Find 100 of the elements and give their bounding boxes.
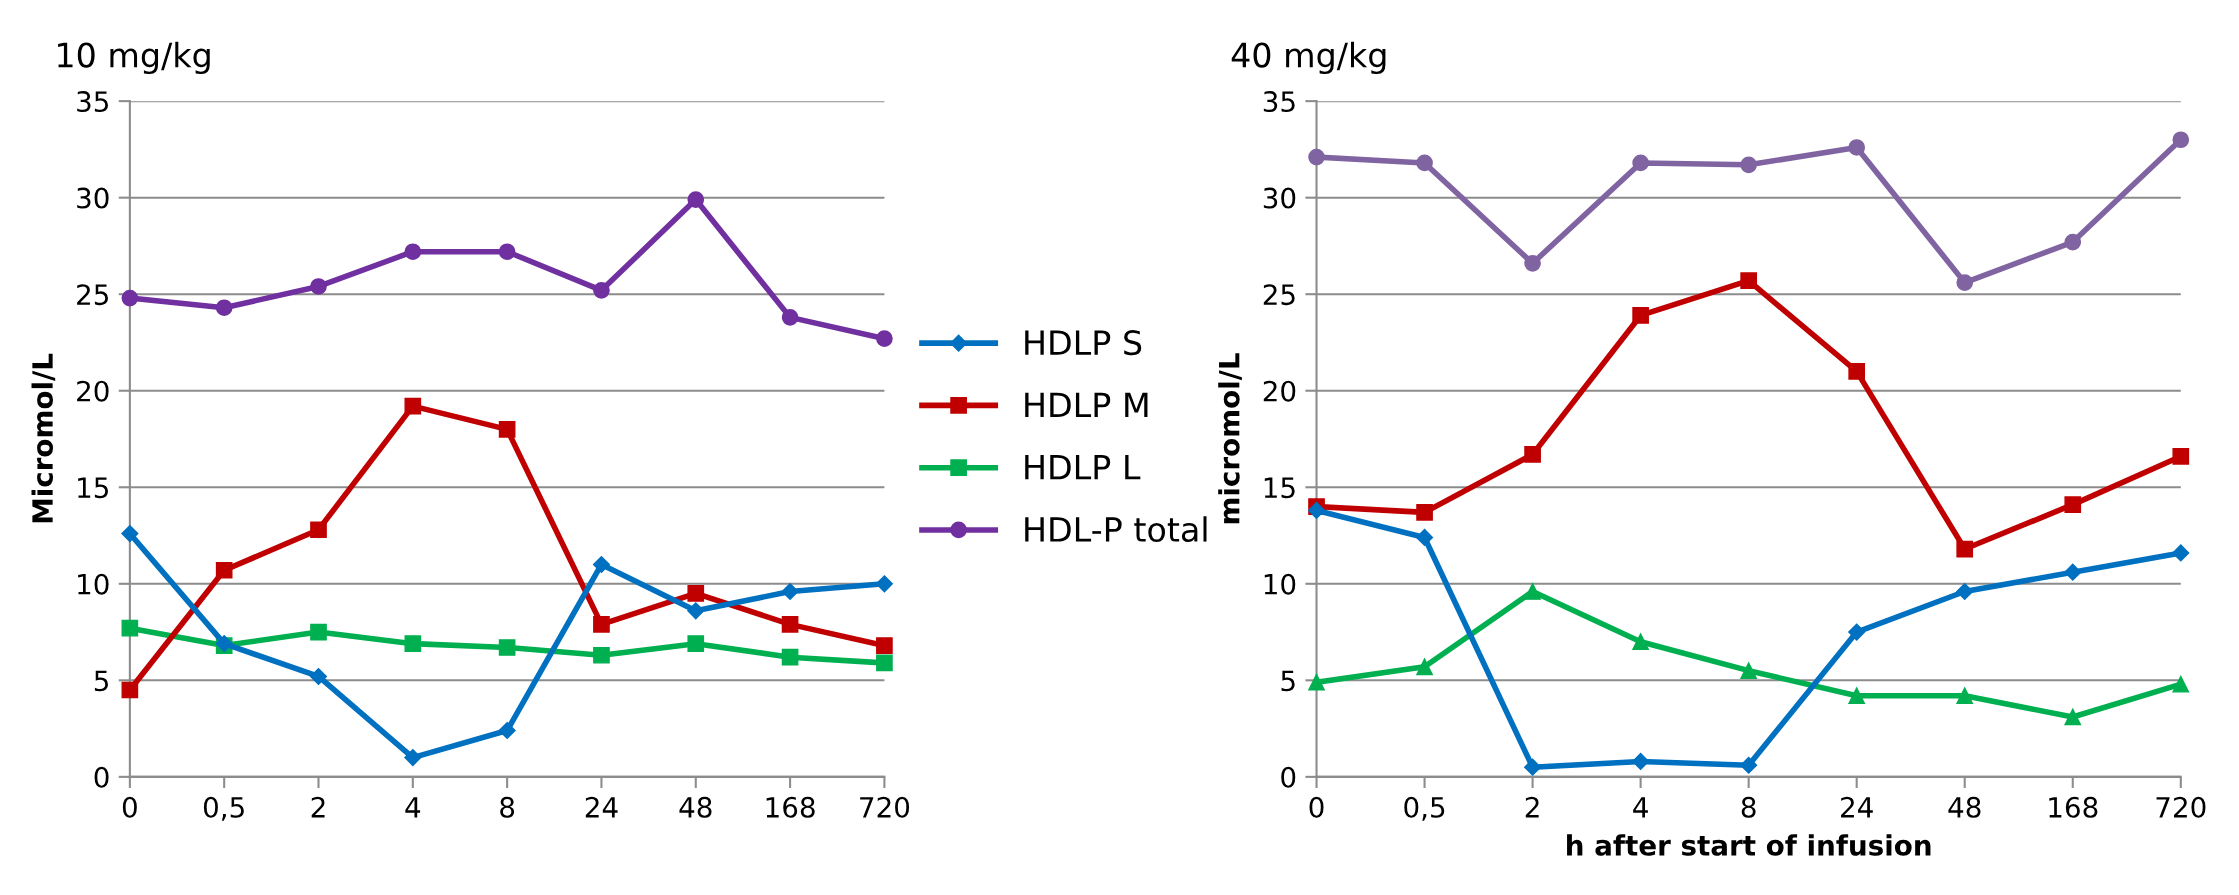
y-tick-label: 30	[77, 187, 109, 209]
legend-label: HDLP M	[1025, 392, 1148, 418]
point	[1848, 687, 1866, 705]
point	[687, 602, 705, 620]
legend-label: HDLP S	[1025, 330, 1142, 356]
point	[404, 397, 422, 415]
x-tick-label: 8	[500, 796, 515, 818]
x-tick-label: 720	[860, 796, 910, 818]
point	[2064, 563, 2082, 581]
y-tick-label: 35	[1263, 91, 1295, 113]
point	[121, 525, 139, 543]
point	[1308, 148, 1325, 166]
point	[1416, 528, 1434, 547]
point	[1848, 363, 1866, 380]
y-tick-label: 25	[1263, 284, 1295, 306]
x-tick-label: 24	[1841, 796, 1873, 818]
point	[1956, 274, 1974, 291]
point	[2064, 496, 2082, 513]
point	[1848, 139, 1866, 156]
point	[876, 637, 893, 654]
point	[310, 278, 327, 295]
point	[1956, 582, 1974, 601]
x-tick-label: 8	[1741, 796, 1756, 818]
y-tick-label: 20	[77, 380, 109, 402]
x-tick-label: 2	[311, 796, 325, 818]
point	[781, 309, 799, 326]
y-tick-label: 5	[94, 670, 108, 692]
point	[1740, 756, 1758, 774]
legend-label: HDLP L	[1025, 455, 1141, 480]
point	[1524, 254, 1541, 272]
point	[1416, 154, 1433, 172]
point	[1632, 154, 1649, 172]
point	[1524, 446, 1541, 463]
point	[2172, 544, 2190, 562]
x-tick-label: 0,5	[1404, 796, 1445, 821]
point	[876, 654, 893, 672]
y-tick-label: 10	[1264, 573, 1296, 595]
x-tick-label: 48	[1948, 796, 1981, 818]
point	[1956, 540, 1974, 558]
y-tick-label: 0	[1281, 766, 1296, 788]
y-tick-label: 15	[1264, 477, 1295, 499]
x-tick-label: 168	[766, 796, 815, 818]
y-tick-label: 0	[94, 766, 109, 788]
chart-title: 40 mg/kg	[1231, 41, 1386, 75]
point	[309, 667, 328, 686]
x-tick-label: 0,5	[203, 796, 244, 821]
x-tick-label: 4	[405, 797, 421, 818]
point	[2172, 448, 2190, 465]
point	[781, 582, 799, 601]
point	[2064, 233, 2082, 251]
point	[310, 521, 327, 539]
point	[875, 575, 893, 593]
y-tick-label: 30	[1263, 187, 1296, 209]
x-tick-label: 24	[585, 796, 618, 818]
x-axis-title: h after start of infusion	[1567, 834, 1931, 856]
point	[498, 721, 516, 740]
y-tick-label: 20	[1263, 380, 1296, 402]
point	[215, 561, 233, 579]
point	[593, 646, 610, 664]
point	[1740, 662, 1757, 680]
legend-label: HDL-P total	[1025, 516, 1207, 543]
x-tick-label: 720	[2156, 796, 2206, 818]
point	[1848, 623, 1866, 641]
point	[1740, 156, 1757, 174]
point	[1956, 687, 1974, 705]
point	[215, 299, 233, 317]
point	[2064, 708, 2082, 726]
point	[2172, 675, 2190, 693]
point	[498, 421, 516, 438]
point	[1524, 583, 1541, 600]
point	[1632, 633, 1649, 651]
point	[310, 623, 327, 641]
y-tick-label: 25	[77, 284, 108, 306]
y-tick-label: 15	[78, 477, 108, 499]
point	[876, 330, 893, 347]
x-tick-label: 0	[1309, 796, 1324, 818]
x-tick-label: 0	[122, 796, 137, 818]
point	[593, 282, 610, 299]
point	[781, 648, 799, 666]
point	[1416, 658, 1433, 676]
point	[498, 243, 516, 261]
point	[593, 616, 610, 633]
point	[498, 639, 516, 656]
point	[781, 616, 799, 633]
point	[1632, 307, 1649, 324]
chart-title: 10 mg/kg	[58, 41, 210, 75]
y-tick-label: 5	[1281, 670, 1295, 692]
point	[1307, 501, 1326, 519]
point	[687, 585, 705, 602]
point	[1740, 272, 1757, 290]
x-tick-label: 4	[1633, 797, 1648, 818]
point	[404, 749, 422, 767]
x-tick-label: 2	[1525, 796, 1539, 818]
point	[1524, 758, 1542, 776]
point	[404, 243, 422, 261]
point	[1416, 504, 1433, 521]
point	[592, 555, 611, 574]
point	[404, 635, 422, 652]
point	[121, 619, 139, 637]
y-axis-title: Micromol/L	[31, 353, 56, 523]
